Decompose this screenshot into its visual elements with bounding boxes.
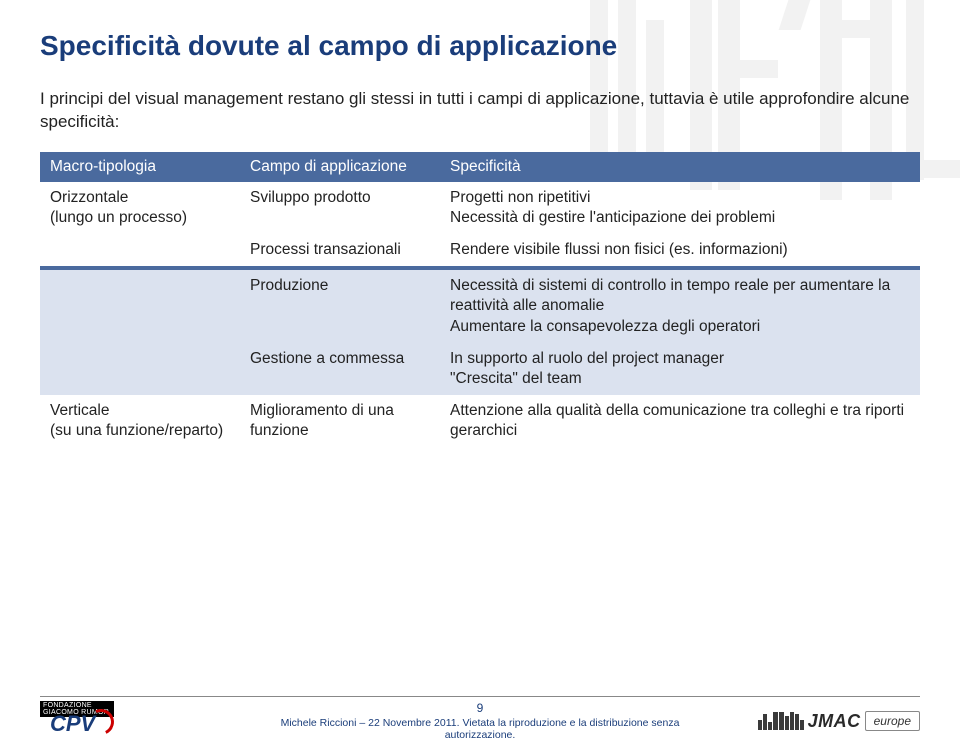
cell-spec: Rendere visibile flussi non fisici (es. … <box>440 234 920 268</box>
cell-macro: Verticale (su una funzione/reparto) <box>40 395 240 447</box>
table-row: Orizzontale (lungo un processo)Sviluppo … <box>40 182 920 234</box>
page-number: 9 <box>260 701 700 715</box>
cell-campo: Produzione <box>240 268 440 342</box>
cell-spec: Necessità di sistemi di controllo in tem… <box>440 268 920 342</box>
cpv-logo: FONDAZIONE GIACOMO RUMOR CPV <box>40 701 114 741</box>
col-header-campo: Campo di applicazione <box>240 152 440 182</box>
cell-campo: Sviluppo prodotto <box>240 182 440 234</box>
jmac-logo: JMAC <box>758 711 861 732</box>
table-row: Processi transazionaliRendere visibile f… <box>40 234 920 268</box>
cell-campo: Miglioramento di una funzione <box>240 395 440 447</box>
table-row: Verticale (su una funzione/reparto)Migli… <box>40 395 920 447</box>
jmac-text: JMAC <box>808 711 861 732</box>
footer-line: Michele Riccioni – 22 Novembre 2011. Vie… <box>281 717 680 741</box>
col-header-macro: Macro-tipologia <box>40 152 240 182</box>
cell-macro <box>40 268 240 342</box>
table-row: Gestione a commessaIn supporto al ruolo … <box>40 343 920 395</box>
cell-macro <box>40 343 240 395</box>
cell-campo: Processi transazionali <box>240 234 440 268</box>
cell-spec: In supporto al ruolo del project manager… <box>440 343 920 395</box>
cell-spec: Progetti non ripetitivi Necessità di ges… <box>440 182 920 234</box>
slide-title: Specificità dovute al campo di applicazi… <box>40 30 920 62</box>
cell-campo: Gestione a commessa <box>240 343 440 395</box>
cell-macro: Orizzontale (lungo un processo) <box>40 182 240 234</box>
col-header-spec: Specificità <box>440 152 920 182</box>
cell-macro <box>40 234 240 268</box>
intro-paragraph: I principi del visual management restano… <box>40 88 920 134</box>
europe-box: europe <box>865 711 920 731</box>
specificita-table: Macro-tipologia Campo di applicazione Sp… <box>40 152 920 447</box>
slide-footer: FONDAZIONE GIACOMO RUMOR CPV 9 Michele R… <box>40 696 920 741</box>
jmac-bars-icon <box>758 712 804 730</box>
table-row: ProduzioneNecessità di sistemi di contro… <box>40 268 920 342</box>
cell-spec: Attenzione alla qualità della comunicazi… <box>440 395 920 447</box>
